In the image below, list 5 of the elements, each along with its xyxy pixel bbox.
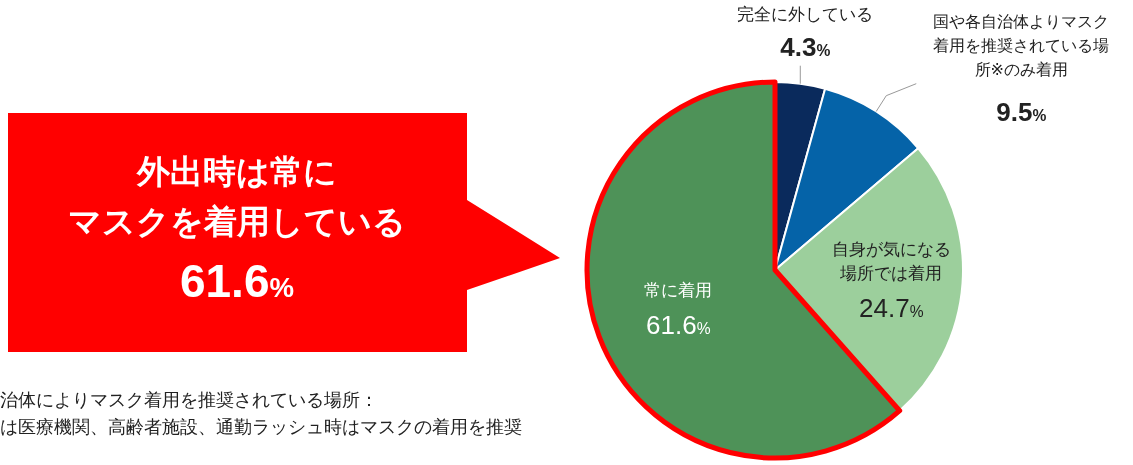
annotation-callout: 外出時は常にマスクを着用している61.6%: [8, 113, 560, 352]
data-label: 4.3%: [780, 31, 831, 62]
slice-label: 国や各自治体よりマスク着用を推奨されている場所※のみ着用: [933, 13, 1110, 78]
data-label: 9.5%: [996, 97, 1047, 127]
slice-label: 完全に外している: [737, 4, 874, 24]
